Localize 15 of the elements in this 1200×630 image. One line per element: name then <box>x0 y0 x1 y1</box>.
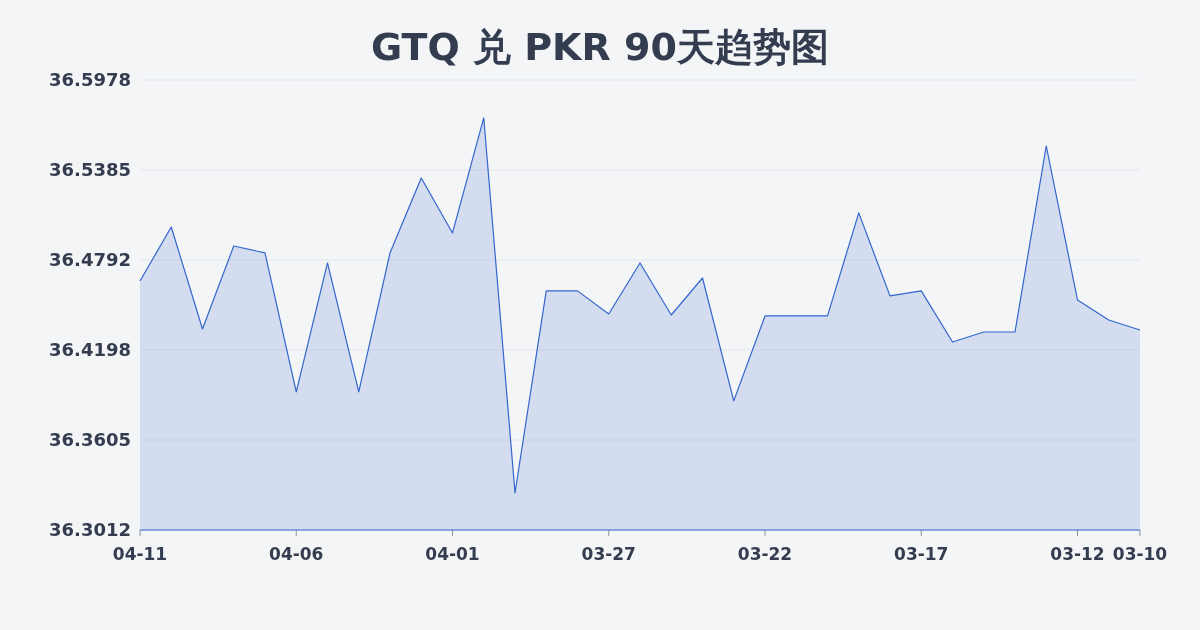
x-tick-label: 04-01 <box>425 544 480 564</box>
x-tick-label: 03-22 <box>737 544 793 564</box>
y-tick-label: 36.3605 <box>49 429 131 451</box>
chart-title: GTQ 兑 PKR 90天趋势图 <box>371 25 829 69</box>
y-tick-label: 36.4198 <box>49 339 131 361</box>
y-tick-label: 36.5385 <box>49 158 131 180</box>
x-tick-label: 03-17 <box>894 544 949 564</box>
y-tick-label: 36.3012 <box>49 519 131 540</box>
x-tick-label: 03-27 <box>581 544 636 564</box>
y-tick-label: 36.4792 <box>49 248 131 270</box>
x-tick-label: 04-06 <box>269 544 324 564</box>
y-tick-label: 36.5978 <box>49 69 131 90</box>
x-tick-label: 04-11 <box>112 544 168 564</box>
x-tick-label: 03-12 <box>1050 544 1105 564</box>
x-tick-label: 03-10 <box>1112 544 1168 564</box>
